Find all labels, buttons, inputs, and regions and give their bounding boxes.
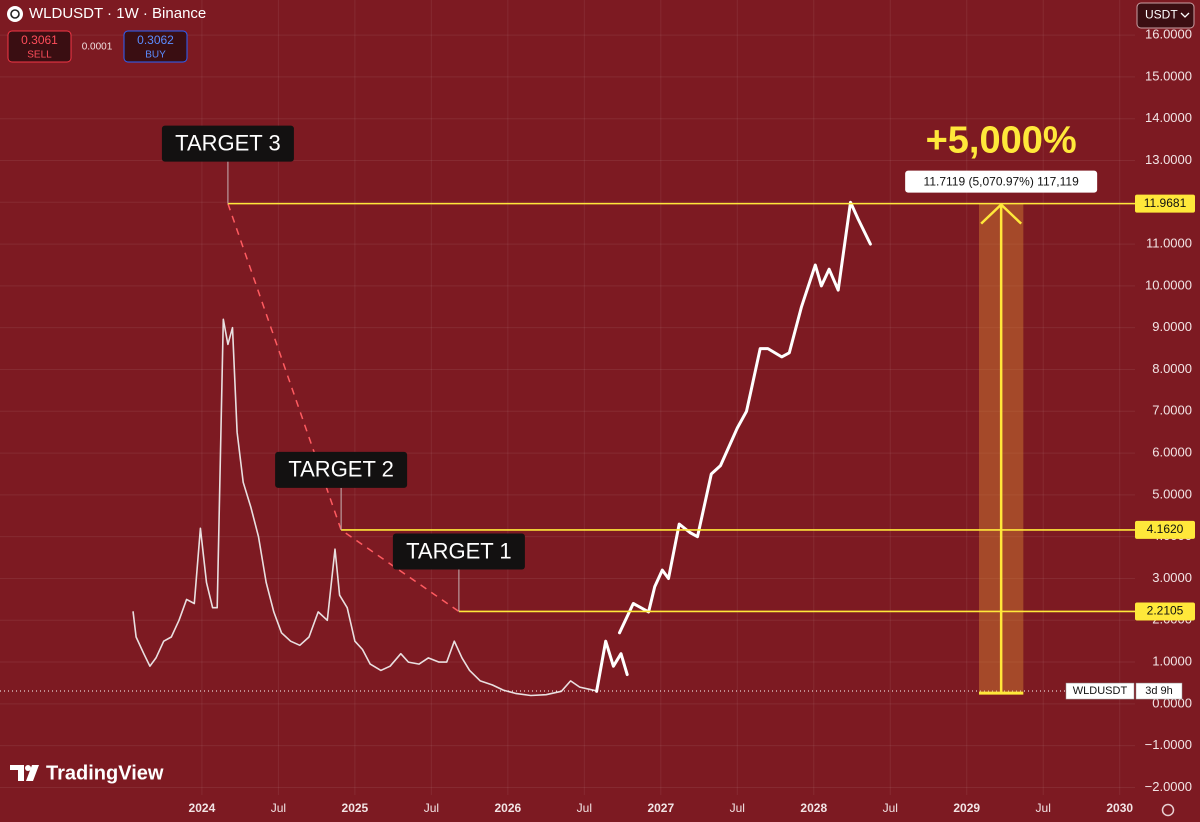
x-tick-label: 2024	[189, 801, 216, 815]
measure-arrowhead	[980, 202, 1023, 225]
level-tag	[1135, 520, 1195, 539]
y-tick-label: 6.0000	[1152, 445, 1192, 460]
x-tick-label: Jul	[1036, 801, 1051, 815]
last-price-tag	[1065, 682, 1135, 700]
target-label: TARGET 3	[175, 130, 281, 155]
sell-button[interactable]	[7, 30, 72, 63]
buy-button[interactable]	[123, 30, 188, 63]
x-tick-label: 2028	[800, 801, 827, 815]
x-tick-label: Jul	[730, 801, 745, 815]
sell-label: SELL	[27, 50, 52, 61]
target-box	[392, 533, 525, 570]
symbol-icon	[7, 6, 23, 22]
price-line	[132, 318, 598, 697]
x-tick-label: Jul	[271, 801, 286, 815]
target-label: TARGET 2	[288, 457, 394, 482]
spread: 0.0001	[82, 42, 113, 53]
x-tick-label: 2027	[647, 801, 674, 815]
x-tick-label: 2029	[953, 801, 980, 815]
x-tick-label: 2025	[342, 801, 369, 815]
y-tick-label: 9.0000	[1152, 319, 1192, 334]
logo-text: TradingView	[46, 762, 164, 784]
level-label: 2.2105	[1147, 604, 1184, 618]
sell-price: 0.3061	[21, 33, 58, 47]
x-tick-label: Jul	[883, 801, 898, 815]
grid	[0, 0, 1135, 795]
settings-icon[interactable]	[1161, 803, 1175, 817]
y-tick-label: 8.0000	[1152, 361, 1192, 376]
y-tick-label: 1.0000	[1152, 653, 1192, 668]
buy-price: 0.3062	[137, 33, 174, 47]
level-tag	[1135, 602, 1195, 621]
measure-label: 11.7119 (5,070.97%) 117,119	[924, 174, 1080, 188]
x-tick-label: 2030	[1106, 801, 1133, 815]
symbol-icon-inner	[10, 9, 20, 19]
countdown: 3d 9h	[1145, 685, 1173, 697]
logo-icon-dot	[25, 765, 31, 771]
logo-icon	[10, 765, 39, 781]
price-line	[595, 200, 872, 693]
y-tick-label: 11.0000	[1146, 236, 1192, 251]
symbol-title: WLDUSDT · 1W · Binance	[29, 5, 206, 22]
target-box	[275, 451, 408, 488]
currency: USDT	[1145, 8, 1178, 22]
x-tick-label: 2026	[494, 801, 521, 815]
countdown-tag	[1135, 682, 1183, 700]
level-tag	[1135, 194, 1195, 213]
y-tick-label: 10.0000	[1145, 277, 1192, 292]
y-tick-label: 7.0000	[1152, 403, 1192, 418]
y-tick-label: 16.0000	[1145, 27, 1192, 42]
target-box	[161, 125, 294, 162]
buy-label: BUY	[145, 50, 166, 61]
y-tick-label: −2.0000	[1145, 779, 1192, 794]
measure-headline: +5,000%	[926, 120, 1077, 162]
measure-label-box	[905, 170, 1098, 193]
y-tick-label: 14.0000	[1145, 110, 1192, 125]
y-tick-label: −1.0000	[1145, 737, 1192, 752]
y-tick-label: 13.0000	[1145, 152, 1192, 167]
currency-button[interactable]	[1136, 2, 1195, 29]
level-label: 11.9681	[1144, 196, 1187, 210]
plot	[0, 161, 1135, 697]
level-label: 4.1620	[1147, 522, 1184, 536]
dropdown-chevron	[1180, 12, 1190, 18]
target-label: TARGET 1	[406, 538, 512, 563]
y-tick-label: 15.0000	[1145, 68, 1192, 83]
y-tick-label: 3.0000	[1152, 570, 1192, 585]
x-tick-label: Jul	[424, 801, 439, 815]
last-price-symbol: WLDUSDT	[1073, 685, 1128, 697]
x-tick-label: Jul	[577, 801, 592, 815]
y-tick-label: 5.0000	[1152, 486, 1192, 501]
